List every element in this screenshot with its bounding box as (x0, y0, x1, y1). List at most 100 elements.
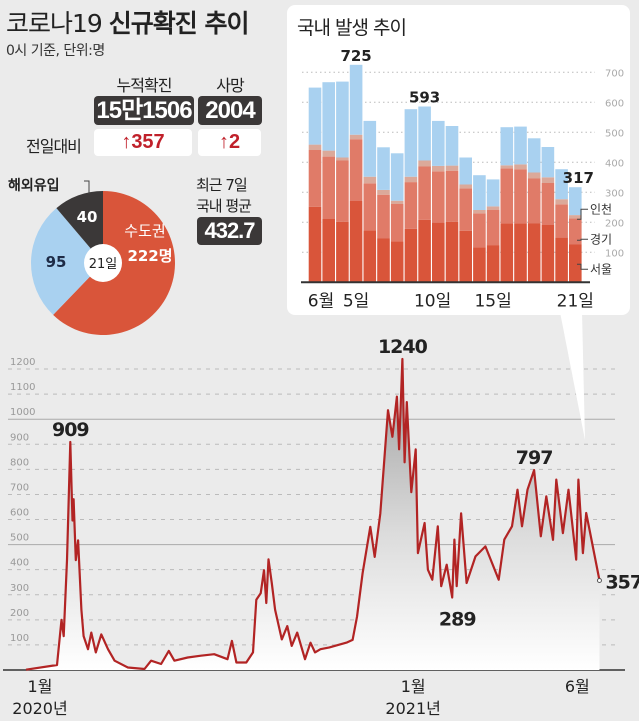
inset-ytick-label: 400 (605, 158, 624, 169)
bar-segment (445, 170, 459, 222)
bar-segment (336, 221, 349, 283)
pie-label-capital-value: 222명 (127, 247, 172, 265)
bar-segment (418, 166, 431, 220)
line-ytick-label: 800 (10, 457, 29, 468)
bar-segment (390, 241, 404, 283)
pie-center (84, 244, 122, 282)
bar-segment (432, 165, 445, 172)
pie-label-capital-name: 수도권 (124, 222, 165, 240)
bar-segment (418, 219, 431, 283)
title-regular: 코로나19 (6, 9, 103, 38)
bar-segment (514, 126, 527, 165)
bar-segment (363, 230, 377, 283)
line-annotation: 1240 (378, 336, 428, 358)
deaths-value: 2004 (198, 96, 262, 125)
line-xtick-year: 2020년 (12, 699, 67, 718)
bar-segment (445, 126, 459, 166)
inset-title: 국내 발생 추이 (297, 17, 407, 39)
bar-segment (445, 165, 459, 171)
bar-segment (349, 139, 363, 201)
pie-center-label: 21일 (89, 257, 118, 272)
bar-segment (555, 199, 568, 205)
bar-segment (527, 223, 541, 283)
bar-segment (500, 223, 514, 283)
bar-segment (322, 150, 335, 157)
bar-segment (322, 219, 335, 283)
bar-segment (514, 164, 527, 170)
inset-ytick-label: 700 (605, 68, 624, 79)
line-ytick-label: 500 (10, 533, 29, 544)
bar-segment (500, 165, 514, 169)
line-xtick-year: 2021년 (385, 699, 440, 718)
bar-segment (336, 157, 349, 161)
cumulative-change: ↑357 (94, 129, 192, 156)
overseas-callout-label: 해외유입 (8, 177, 60, 194)
daily-cases-line (25, 357, 601, 671)
bar-segment (459, 188, 472, 231)
line-ytick-label: 1100 (10, 382, 35, 393)
line-annotation: 797 (516, 447, 553, 469)
inset-ytick-label: 600 (605, 98, 624, 109)
line-ytick-label: 1200 (10, 357, 35, 368)
bar-segment (569, 244, 582, 283)
bar-segment (349, 201, 363, 283)
bar-segment (308, 87, 322, 145)
line-xtick-month: 1월 (28, 677, 53, 696)
bar-segment (527, 178, 541, 224)
callout-bracket (84, 180, 90, 194)
line-ytick-label: 300 (10, 583, 29, 594)
line-xtick-month: 1월 (401, 677, 426, 696)
inset-series-label: 인천 (590, 201, 612, 216)
inset-data-label: 317 (563, 169, 594, 187)
title-bold: 신규확진 추이 (108, 9, 250, 38)
bar-segment (459, 157, 472, 185)
bar-segment (473, 213, 486, 248)
line-ytick-label: 100 (10, 633, 29, 644)
bar-segment (541, 225, 555, 283)
inset-xtick-label: 15일 (474, 291, 511, 311)
bar-segment (336, 160, 349, 222)
end-point-marker (596, 577, 602, 583)
bar-segment (418, 106, 431, 161)
bar-segment (322, 156, 335, 219)
bar-segment (514, 223, 527, 283)
bar-segment (473, 175, 486, 210)
inset-ytick-label: 300 (605, 188, 624, 199)
bar-segment (486, 245, 500, 283)
line-xtick-month: 6월 (565, 677, 590, 696)
inset-xtick-label: 21일 (557, 291, 594, 311)
bar-segment (308, 144, 322, 150)
pie-slice-1 (30, 208, 103, 315)
line-ytick-label: 400 (10, 558, 29, 569)
bar-segment (486, 206, 500, 210)
deaths-change: ↑2 (198, 129, 261, 156)
deaths-label: 사망 (216, 76, 244, 95)
pie-label-overseas: 40 (77, 208, 98, 226)
pie-chart: 21일 해외유입 40 95 수도권 222명 (8, 177, 175, 335)
bar-segment (432, 171, 445, 223)
subtitle: 0시 기준, 단위:명 (6, 43, 105, 59)
bar-segment (500, 168, 514, 224)
inset-data-label: 593 (409, 89, 440, 107)
inset-data-label: 725 (340, 47, 371, 65)
inset-ytick-label: 100 (605, 248, 624, 259)
inset-series-leader (577, 263, 588, 270)
bar-segment (390, 200, 404, 204)
line-area-fill (26, 359, 600, 670)
bar-segment (486, 179, 500, 207)
inset-series-label: 서울 (590, 262, 612, 276)
line-ytick-label: 600 (10, 508, 29, 519)
bar-segment (349, 64, 363, 135)
inset-series-leader (577, 238, 588, 241)
line-ytick-label: 700 (10, 482, 29, 493)
bar-segment (569, 187, 582, 216)
bar-segment (322, 82, 335, 151)
bar-segment (555, 237, 568, 283)
bar-segment (541, 183, 555, 225)
line-ytick-label: 900 (10, 432, 29, 443)
inset-xtick-label: 10일 (414, 291, 451, 311)
bar-segment (569, 218, 582, 245)
